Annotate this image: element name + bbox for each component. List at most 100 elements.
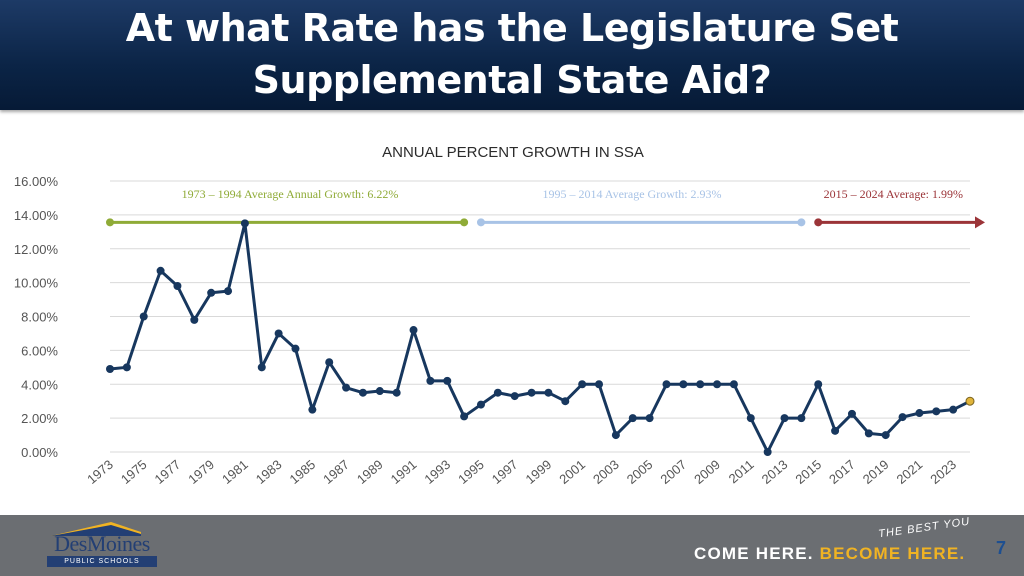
data-point: [460, 412, 469, 421]
data-point: [662, 380, 671, 389]
y-tick-label: 12.00%: [14, 242, 59, 257]
average-arrow-start: [476, 218, 485, 227]
y-tick-label: 4.00%: [21, 377, 58, 392]
data-point: [510, 392, 519, 401]
average-annotation-label: 1973 – 1994 Average Annual Growth: 6.22%: [182, 187, 399, 201]
data-point: [139, 312, 148, 321]
slide-title-line-2: Supplemental State Aid?: [252, 58, 772, 102]
x-tick-label: 2015: [792, 457, 824, 487]
average-arrow-head: [975, 216, 985, 229]
x-tick-label: 2021: [894, 457, 926, 487]
footer-bar: [0, 515, 1024, 576]
data-point: [106, 365, 114, 374]
data-point: [696, 380, 705, 389]
x-tick-label: 2003: [590, 457, 622, 487]
data-point: [342, 383, 351, 392]
x-tick-label: 1979: [185, 457, 217, 487]
average-arrow-end: [460, 218, 469, 227]
y-tick-label: 16.00%: [14, 174, 59, 189]
x-tick-label: 1989: [354, 457, 386, 487]
data-point: [358, 388, 367, 397]
x-tick-label: 2001: [556, 457, 588, 487]
data-point: [257, 363, 266, 372]
slide-title: At what Rate has the Legislature Set Sup…: [0, 2, 1024, 106]
data-point: [611, 431, 620, 440]
data-point: [493, 388, 502, 397]
data-point: [814, 380, 823, 389]
data-point: [561, 397, 570, 406]
data-point: [595, 380, 604, 389]
x-tick-label: 1987: [320, 457, 352, 487]
average-arrow-end: [797, 218, 806, 227]
data-point: [797, 414, 806, 423]
x-axis-ticks: 1973 1975 1977 1979 1981 1983 1985 1987 1989 1991…: [84, 457, 959, 487]
average-arrow-start: [106, 218, 114, 227]
tagline-part-3: HERE.: [901, 544, 966, 563]
data-point: [949, 405, 958, 414]
data-point: [527, 388, 536, 397]
x-tick-label: 1977: [152, 457, 184, 487]
data-point: [375, 387, 384, 396]
data-point: [392, 388, 401, 397]
x-tick-label: 2009: [691, 457, 723, 487]
data-point: [173, 282, 182, 291]
y-tick-label: 6.00%: [21, 343, 58, 358]
x-tick-label: 1983: [253, 457, 285, 487]
x-tick-label: 2019: [860, 457, 892, 487]
data-point: [240, 219, 249, 228]
y-tick-label: 14.00%: [14, 208, 59, 223]
data-point: [965, 396, 975, 406]
average-annotation-label: 2015 – 2024 Average: 1.99%: [824, 187, 963, 201]
data-point: [156, 266, 165, 275]
series-line-group: [106, 219, 975, 456]
x-tick-label: 1991: [388, 457, 420, 487]
data-point: [325, 358, 334, 367]
x-tick-label: 2017: [826, 457, 858, 487]
data-point: [476, 400, 485, 409]
data-point: [443, 376, 452, 385]
x-tick-label: 2005: [624, 457, 656, 487]
y-tick-label: 0.00%: [21, 445, 58, 460]
y-axis-ticks: 0.00% 2.00% 4.00% 6.00% 8.00% 10.00% 12.00% 14.…: [14, 174, 59, 460]
average-annotation-label: 1995 – 2014 Average Growth: 2.93%: [542, 187, 721, 201]
data-point: [729, 380, 738, 389]
x-tick-label: 2023: [927, 457, 959, 487]
data-point: [932, 407, 941, 416]
slide-title-line-1: At what Rate has the Legislature Set: [125, 6, 899, 50]
data-point: [746, 414, 755, 423]
data-point: [645, 414, 654, 423]
logo-roof-icon: [51, 522, 141, 536]
data-point: [881, 431, 890, 440]
x-tick-label: 1993: [421, 457, 453, 487]
y-tick-label: 8.00%: [21, 310, 58, 325]
data-point: [915, 409, 924, 418]
data-point: [274, 329, 283, 338]
data-point: [409, 326, 418, 335]
data-point: [224, 287, 233, 296]
data-point: [847, 409, 856, 418]
data-point: [190, 315, 199, 324]
data-point: [426, 376, 435, 385]
data-point: [207, 288, 216, 297]
data-point: [628, 414, 637, 423]
data-point: [831, 426, 840, 435]
x-tick-label: 2007: [657, 457, 689, 487]
des-moines-logo: DesMoines PUBLIC SCHOOLS: [47, 522, 157, 568]
x-tick-label: 2013: [759, 457, 791, 487]
data-point: [308, 405, 317, 414]
y-tick-label: 10.00%: [14, 276, 59, 291]
data-point: [291, 344, 300, 353]
series-line: [109, 221, 971, 454]
data-point: [122, 363, 131, 372]
data-point: [864, 429, 873, 438]
average-annotations: 1973 – 1994 Average Annual Growth: 6.22%…: [106, 187, 985, 229]
tagline-part-2: BECOME: [819, 544, 902, 563]
ssa-growth-chart: ANNUAL PERCENT GROWTH IN SSA 0.00% 2.00% 4…: [14, 144, 985, 487]
chart-title: ANNUAL PERCENT GROWTH IN SSA: [382, 144, 644, 161]
data-point: [544, 388, 553, 397]
x-tick-label: 1997: [489, 457, 521, 487]
x-tick-label: 1999: [523, 457, 555, 487]
tagline-part-1: COME HERE.: [694, 544, 820, 563]
title-bar: At what Rate has the Legislature Set Sup…: [0, 0, 1024, 110]
tagline: COME HERE. BECOME HERE.: [694, 544, 965, 564]
